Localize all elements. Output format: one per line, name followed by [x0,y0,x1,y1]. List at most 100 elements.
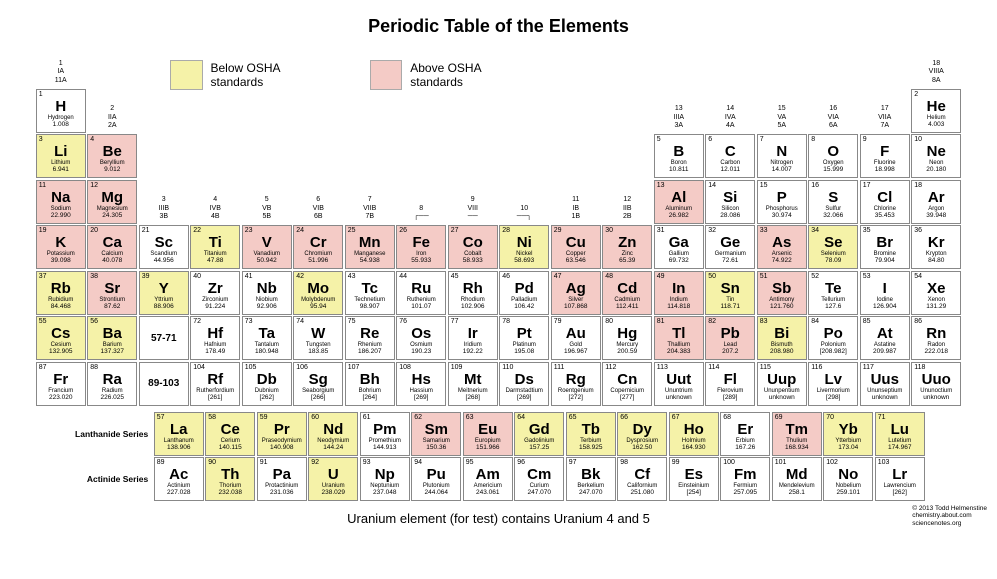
atomic-number: 38 [90,273,98,280]
element-symbol: Rh [451,281,495,296]
atomic-number: 102 [826,459,838,466]
element-symbol: Cr [296,235,340,250]
atomic-number: 43 [348,273,356,280]
atomic-number: 111 [554,364,565,371]
atomic-number: 17 [863,182,871,189]
atomic-weight: [289] [708,395,752,402]
atomic-number: 62 [414,414,422,421]
element-cell: 8 O Oxygen 15.999 [808,134,858,178]
element-symbol: I [863,281,907,296]
atomic-number: 16 [811,182,819,189]
atomic-weight: 140.115 [208,445,252,452]
atomic-weight: [269] [502,395,546,402]
element-symbol: Pu [414,467,458,482]
element-symbol: Ar [914,190,958,205]
atomic-number: 4 [90,136,94,143]
atomic-weight: 28.086 [708,213,752,220]
element-symbol: Bh [348,372,392,387]
element-name: Gadolinium [517,438,561,444]
atomic-weight: 10.811 [657,167,701,174]
element-cell: 67 Ho Holmium 164.930 [669,412,719,456]
element-cell: 2 He Helium 4.003 [911,89,961,133]
atomic-weight: 204.383 [657,349,701,356]
element-symbol: Fm [723,467,767,482]
group-header: 16VIA6A [808,89,858,133]
element-symbol: Tm [775,422,819,437]
element-name: Radium [90,388,134,394]
element-name: Palladium [502,297,546,303]
element-name: Niobium [245,297,289,303]
atomic-number: 44 [399,273,407,280]
element-cell: 23 V Vanadium 50.942 [242,225,292,269]
element-cell: 55 Cs Cesium 132.905 [36,316,86,360]
atomic-number: 96 [517,459,525,466]
element-symbol: Sc [142,235,186,250]
element-cell: 36 Kr Krypton 84.80 [911,225,961,269]
element-symbol: Np [363,467,407,482]
element-symbol: F [863,144,907,159]
element-cell: 81 Tl Thallium 204.383 [654,316,704,360]
actinide-range: 89-103 [139,362,189,406]
element-cell: 110 Ds Darmstadtium [269] [499,362,549,406]
element-cell: 105 Db Dubnium [262] [242,362,292,406]
element-cell: 18 Ar Argon 39.948 [911,180,961,224]
atomic-number: 11 [39,182,46,189]
atomic-weight: 258.1 [775,490,819,497]
atomic-number: 76 [399,318,407,325]
element-cell: 74 W Tungsten 183.85 [293,316,343,360]
element-cell: 62 Sm Samarium 150.36 [411,412,461,456]
element-symbol: Sg [296,372,340,387]
atomic-number: 35 [863,227,871,234]
atomic-weight: [298] [811,395,855,402]
element-symbol: Gd [517,422,561,437]
element-cell: 43 Tc Technetium 98.907 [345,271,395,315]
atomic-weight: [269] [399,395,443,402]
atomic-weight: 144.24 [311,445,355,452]
atomic-number: 24 [296,227,304,234]
atomic-weight: [272] [554,395,598,402]
group-header: 2IIA2A [87,89,137,133]
atomic-number: 109 [451,364,463,371]
element-symbol: Se [811,235,855,250]
atomic-weight: 79.904 [863,258,907,265]
element-cell: 57 La Lanthanum 138.906 [154,412,204,456]
element-symbol: Fl [708,372,752,387]
group-header: 10──┐ [499,180,549,224]
element-name: Promethium [363,438,407,444]
atomic-weight: 138.906 [157,445,201,452]
atomic-number: 107 [348,364,360,371]
atomic-number: 12 [90,182,98,189]
element-symbol: Co [451,235,495,250]
element-cell: 107 Bh Bohrium [264] [345,362,395,406]
element-cell: 16 S Sulfur 32.066 [808,180,858,224]
element-symbol: Sr [90,281,134,296]
atomic-number: 92 [311,459,319,466]
element-cell: 13 Al Aluminum 26.982 [654,180,704,224]
atomic-weight: 72.61 [708,258,752,265]
element-cell: 108 Hs Hassium [269] [396,362,446,406]
element-cell: 104 Rf Rutherfordium [261] [190,362,240,406]
element-symbol: Ac [157,467,201,482]
atomic-number: 64 [517,414,525,421]
atomic-number: 61 [363,414,371,421]
element-cell: 37 Rb Rubidium 84.468 [36,271,86,315]
atomic-weight: 251.080 [620,490,664,497]
element-symbol: Yb [826,422,870,437]
element-symbol: Be [90,144,134,159]
atomic-number: 2 [914,91,918,98]
atomic-weight: [262] [878,490,922,497]
atomic-weight: 63.546 [554,258,598,265]
element-cell: 56 Ba Barium 137.327 [87,316,137,360]
element-symbol: V [245,235,289,250]
atomic-weight: 39.948 [914,213,958,220]
element-cell: 95 Am Americium 243.061 [463,457,513,501]
atomic-number: 117 [863,364,874,371]
atomic-number: 80 [605,318,613,325]
element-symbol: Rf [193,372,237,387]
atomic-number: 36 [914,227,922,234]
element-symbol: Uut [657,372,701,387]
atomic-weight: 74.922 [760,258,804,265]
element-name: Cerium [208,438,252,444]
atomic-weight: 95.94 [296,304,340,311]
group-header: 11IB1B [551,180,601,224]
